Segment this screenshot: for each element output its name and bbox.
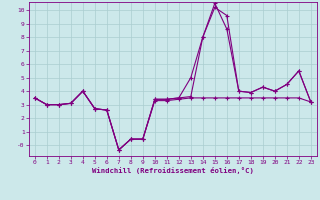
X-axis label: Windchill (Refroidissement éolien,°C): Windchill (Refroidissement éolien,°C)	[92, 167, 254, 174]
